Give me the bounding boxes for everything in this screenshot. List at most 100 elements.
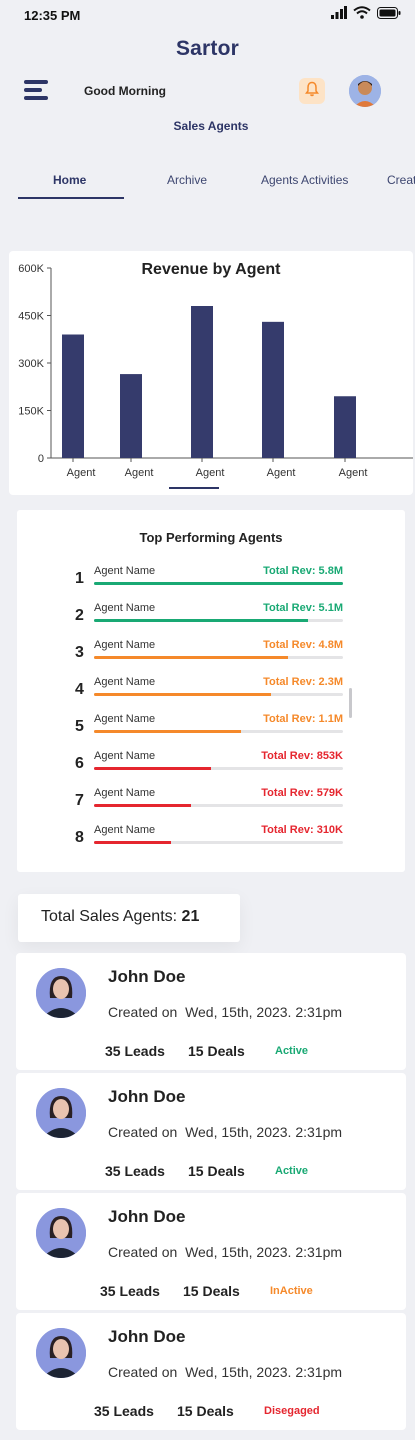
agent-name: Agent Name bbox=[94, 676, 156, 688]
agent-avatar bbox=[36, 1088, 86, 1138]
user-avatar[interactable] bbox=[349, 75, 381, 107]
y-tick-label: 450K bbox=[18, 311, 44, 323]
hamburger-icon-line-2 bbox=[24, 88, 42, 92]
revenue-progress-fill bbox=[94, 804, 192, 807]
agent-avatar bbox=[36, 1328, 86, 1378]
status-time: 12:35 PM bbox=[24, 8, 81, 23]
agent-stats: 35 Leads 15 Deals Active bbox=[16, 1163, 406, 1181]
total-agents-text: Total Sales Agents: 21 bbox=[41, 908, 199, 926]
total-revenue: Total Rev: 2.3M bbox=[263, 676, 343, 688]
agent-avatar bbox=[36, 968, 86, 1018]
y-tick-label: 300K bbox=[18, 358, 44, 370]
agent-photo bbox=[36, 1088, 86, 1138]
revenue-bar-chart: 0 150K 300K 450K 600K Agent Agent Agent Agent Age… bbox=[18, 263, 413, 489]
signal-icon bbox=[331, 6, 347, 24]
leads-count: 35 Leads bbox=[105, 1163, 165, 1179]
agent-name[interactable]: John Doe bbox=[108, 1327, 186, 1346]
y-tick-label: 600K bbox=[18, 263, 44, 275]
agent-name[interactable]: John Doe bbox=[108, 1087, 186, 1106]
revenue-progress-fill bbox=[94, 693, 271, 696]
x-tick-label: Agent bbox=[267, 467, 296, 479]
total-revenue: Total Rev: 853K bbox=[261, 750, 343, 762]
agent-stats: 35 Leads 15 Deals InActive bbox=[16, 1283, 406, 1301]
agent-card[interactable]: John Doe Created on Wed, 15th, 2023. 2:31… bbox=[16, 1313, 406, 1430]
tab-archive[interactable]: Archive bbox=[167, 173, 208, 187]
page-subtitle: Sales Agents bbox=[173, 119, 249, 133]
agent-name: Agent Name bbox=[94, 824, 156, 836]
notification-button[interactable] bbox=[299, 78, 325, 104]
revenue-progress-fill bbox=[94, 619, 309, 622]
revenue-progress-fill bbox=[94, 656, 289, 659]
greeting-text: Good Morning bbox=[84, 84, 166, 98]
revenue-progress-track bbox=[94, 582, 343, 585]
rank-number: 6 bbox=[75, 755, 84, 772]
list-item[interactable]: 5 Agent Name Total Rev: 1.1M bbox=[17, 713, 405, 747]
status-icons bbox=[331, 6, 401, 24]
bell-icon bbox=[305, 81, 319, 102]
list-item[interactable]: 8 Agent Name Total Rev: 310K bbox=[17, 824, 405, 858]
y-tick-label: 150K bbox=[18, 406, 44, 418]
list-item[interactable]: 2 Agent Name Total Rev: 5.1M bbox=[17, 602, 405, 636]
tab-home[interactable]: Home bbox=[53, 173, 87, 187]
created-label: Created on bbox=[108, 1124, 178, 1140]
revenue-chart-card: Revenue by Agent 0 150K 300K 450K 600K Agent A… bbox=[9, 251, 413, 495]
list-item[interactable]: 7 Agent Name Total Rev: 579K bbox=[17, 787, 405, 821]
list-scrollbar[interactable] bbox=[349, 688, 352, 718]
agent-name[interactable]: John Doe bbox=[108, 1207, 186, 1226]
list-item[interactable]: 6 Agent Name Total Rev: 853K bbox=[17, 750, 405, 784]
x-tick-label: Agent bbox=[339, 467, 368, 479]
created-date: Wed, 15th, 2023. 2:31pm bbox=[185, 1004, 343, 1020]
created-label: Created on bbox=[108, 1244, 178, 1260]
total-revenue: Total Rev: 310K bbox=[261, 824, 343, 836]
chart-scroll-indicator bbox=[169, 487, 219, 489]
total-agents-count: 21 bbox=[181, 908, 200, 925]
list-item[interactable]: 4 Agent Name Total Rev: 2.3M bbox=[17, 676, 405, 710]
agent-photo bbox=[36, 1328, 86, 1378]
agent-name[interactable]: John Doe bbox=[108, 967, 186, 986]
agent-stats: 35 Leads 15 Deals Disegaged bbox=[16, 1403, 406, 1421]
created-label: Created on bbox=[108, 1004, 178, 1020]
y-tick-label: 0 bbox=[38, 453, 44, 465]
total-revenue: Total Rev: 1.1M bbox=[263, 713, 343, 725]
total-revenue: Total Rev: 5.8M bbox=[263, 565, 343, 577]
agent-card[interactable]: John Doe Created on Wed, 15th, 2023. 2:31… bbox=[16, 1193, 406, 1310]
revenue-progress-track bbox=[94, 656, 343, 659]
brand-logo: Sartor bbox=[0, 37, 415, 61]
revenue-progress-track bbox=[94, 767, 343, 770]
total-agents-box: Total Sales Agents: 21 bbox=[18, 894, 240, 942]
menu-button[interactable] bbox=[24, 78, 52, 104]
agent-name: Agent Name bbox=[94, 750, 156, 762]
leads-count: 35 Leads bbox=[105, 1043, 165, 1059]
x-tick-label: Agent bbox=[67, 467, 96, 479]
leads-count: 35 Leads bbox=[94, 1403, 154, 1419]
status-badge: InActive bbox=[270, 1285, 313, 1297]
chart-title: Revenue by Agent bbox=[141, 261, 281, 278]
agent-card[interactable]: John Doe Created on Wed, 15th, 2023. 2:31… bbox=[16, 953, 406, 1070]
total-revenue: Total Rev: 4.8M bbox=[263, 639, 343, 651]
tab-create[interactable]: Creat bbox=[387, 173, 415, 187]
agent-name: Agent Name bbox=[94, 602, 156, 614]
created-date: Wed, 15th, 2023. 2:31pm bbox=[185, 1244, 343, 1260]
agent-card[interactable]: John Doe Created on Wed, 15th, 2023. 2:31… bbox=[16, 1073, 406, 1190]
revenue-progress-track bbox=[94, 730, 343, 733]
revenue-progress-fill bbox=[94, 841, 172, 844]
revenue-progress-fill bbox=[94, 730, 241, 733]
rank-number: 8 bbox=[75, 829, 84, 846]
top-performers-title: Top Performing Agents bbox=[139, 530, 283, 545]
list-item[interactable]: 3 Agent Name Total Rev: 4.8M bbox=[17, 639, 405, 673]
tab-agents-activities[interactable]: Agents Activities bbox=[261, 173, 349, 187]
created-date: Wed, 15th, 2023. 2:31pm bbox=[185, 1124, 343, 1140]
list-item[interactable]: 1 Agent Name Total Rev: 5.8M bbox=[17, 565, 405, 599]
revenue-progress-fill bbox=[94, 582, 343, 585]
agent-stats: 35 Leads 15 Deals Active bbox=[16, 1043, 406, 1061]
status-badge: Active bbox=[275, 1165, 309, 1177]
chart-bar bbox=[120, 374, 142, 458]
created-info: Created on Wed, 15th, 2023. 2:31pm bbox=[108, 1364, 342, 1380]
revenue-progress-fill bbox=[94, 767, 212, 770]
rank-number: 7 bbox=[75, 792, 84, 809]
status-badge: Disegaged bbox=[264, 1405, 320, 1417]
battery-icon bbox=[377, 6, 401, 24]
tab-bar: Home Archive Agents Activities Creat bbox=[0, 164, 415, 200]
agent-name: Agent Name bbox=[94, 639, 156, 651]
deals-count: 15 Deals bbox=[177, 1403, 234, 1419]
